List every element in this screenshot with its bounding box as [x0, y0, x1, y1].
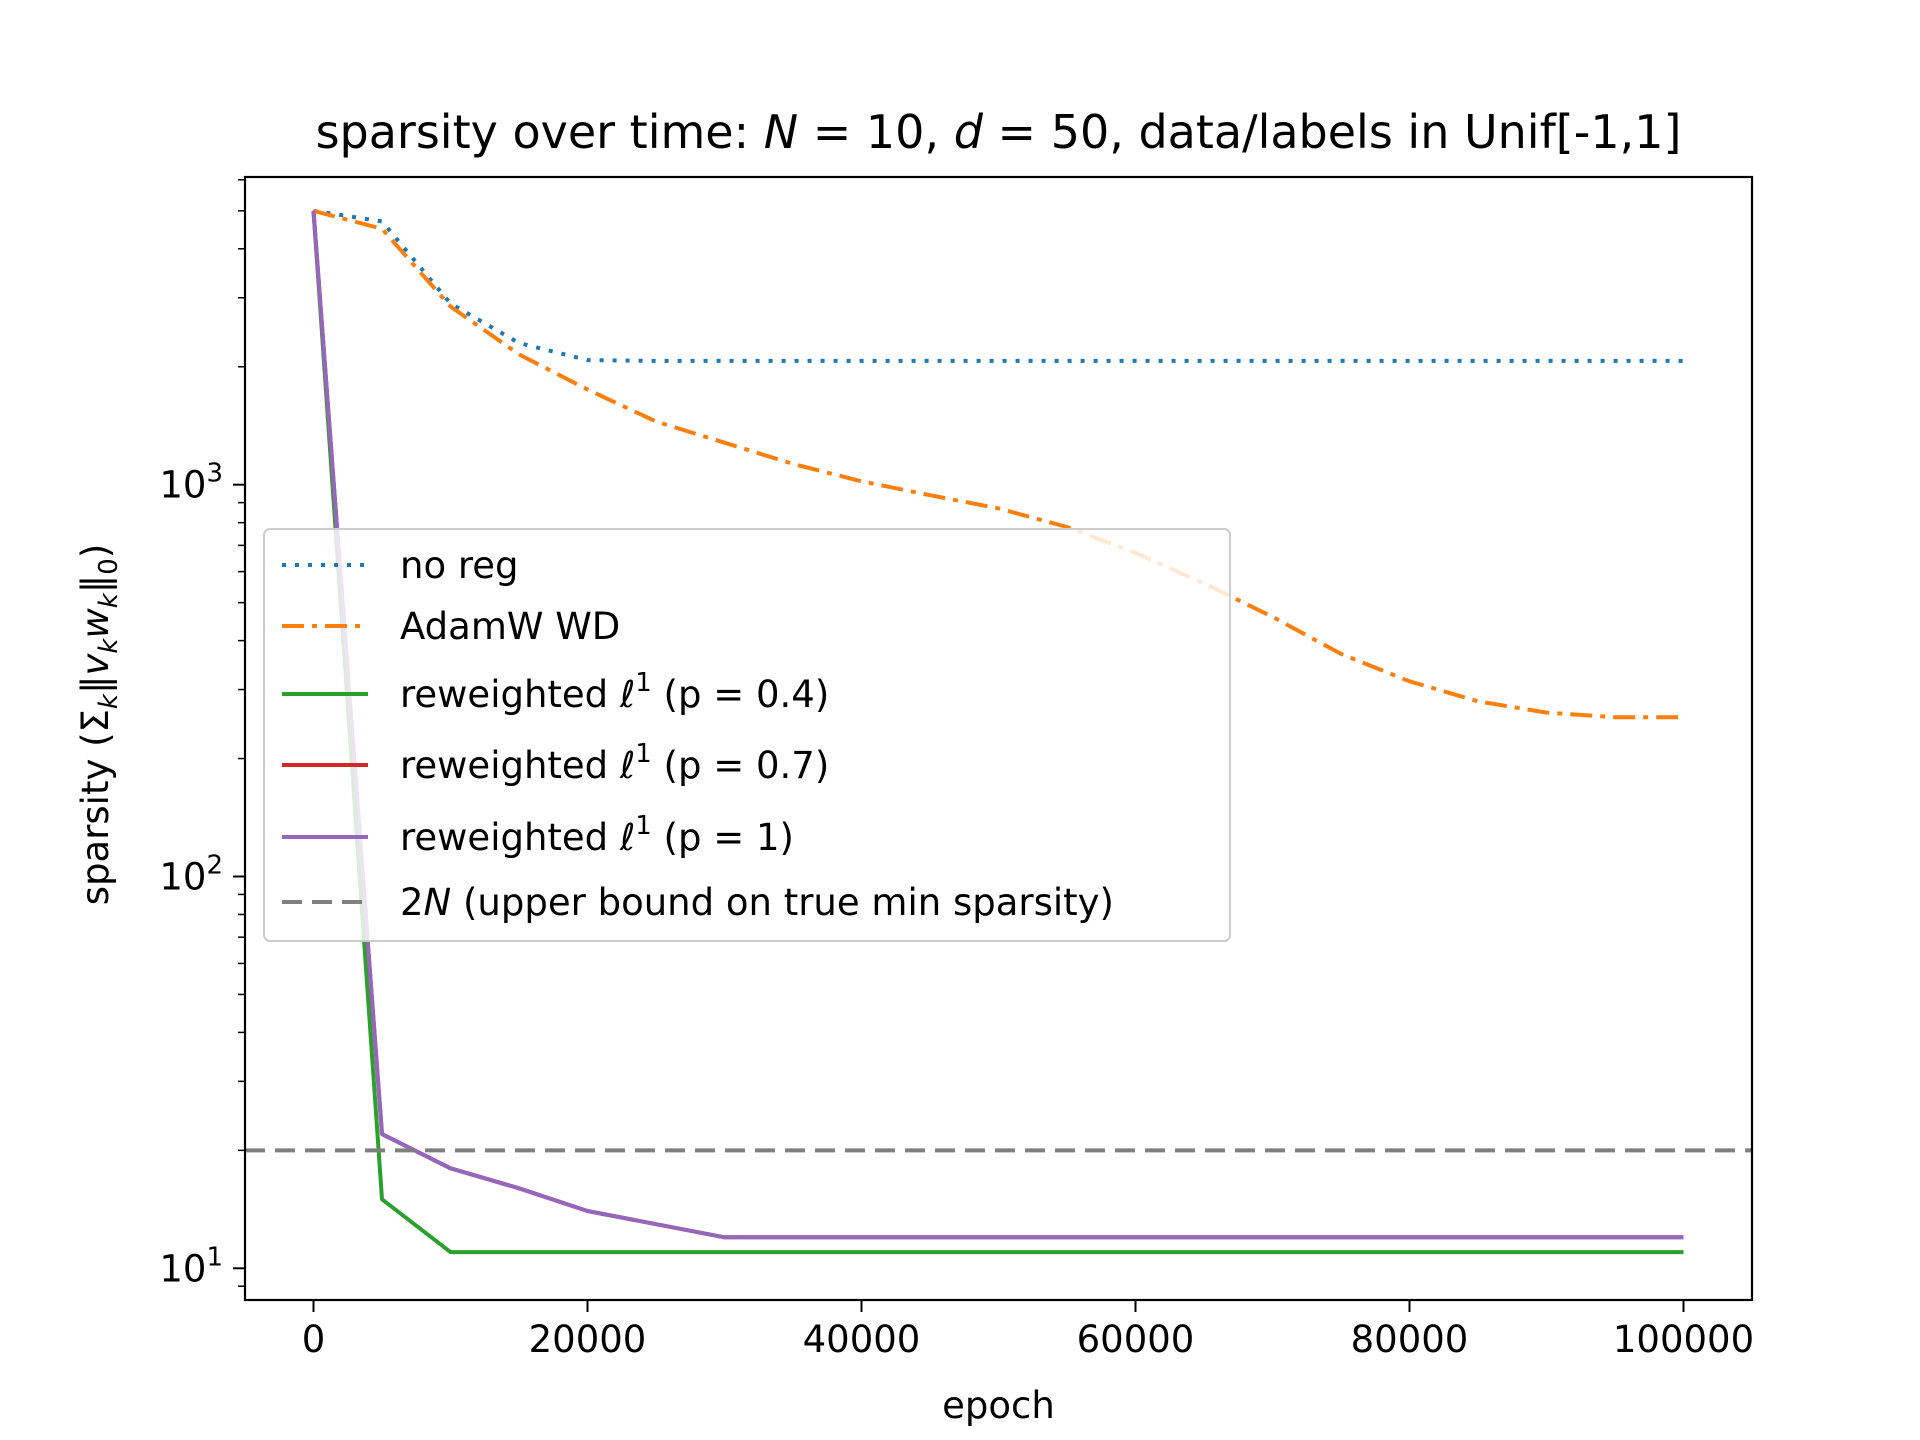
legend-box: [263, 528, 1231, 942]
x-tick-label: 40000: [803, 1318, 921, 1361]
legend-label-2: reweighted ℓ1 (p = 0.4): [400, 668, 829, 716]
y-axis-label: sparsity (Σk‖vkwk‖0): [74, 544, 124, 906]
y-tick-label: 103: [159, 459, 223, 507]
x-tick-label: 60000: [1077, 1318, 1195, 1361]
series-line-2: [311, 210, 1684, 1255]
x-tick-label: 20000: [529, 1318, 647, 1361]
legend-label-4: reweighted ℓ1 (p = 1): [400, 811, 794, 859]
y-axis: 101 102 103: [159, 179, 245, 1290]
x-tick-label: 0: [302, 1318, 326, 1361]
x-axis: 0 20000 40000 60000 80000 100000: [302, 1300, 1754, 1361]
chart-title: sparsity over time: N = 10, d = 50, data…: [316, 105, 1682, 159]
x-tick-label: 80000: [1351, 1318, 1469, 1361]
y-tick-label: 102: [159, 850, 223, 898]
x-tick-label: 100000: [1613, 1318, 1754, 1361]
legend-label-0: no reg: [400, 544, 519, 587]
legend: no reg AdamW WD reweighted ℓ1 (p = 0.4) rew…: [263, 528, 1231, 942]
legend-label-1: AdamW WD: [400, 605, 620, 648]
series-line-4: [311, 210, 1684, 1240]
plot-area: [245, 208, 1752, 1255]
series-line-1: [312, 208, 1684, 720]
legend-label-5: 2N (upper bound on true min sparsity): [400, 881, 1114, 924]
axes-frame: [243, 175, 1754, 1302]
x-axis-label: epoch: [942, 1384, 1055, 1427]
y-tick-label: 101: [159, 1242, 223, 1290]
legend-label-3: reweighted ℓ1 (p = 0.7): [400, 739, 829, 787]
